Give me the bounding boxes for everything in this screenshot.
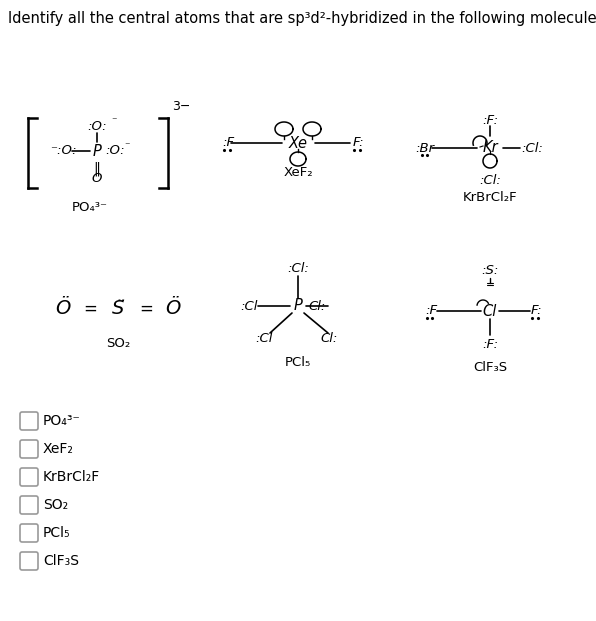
FancyBboxPatch shape (20, 496, 38, 514)
Text: ‖: ‖ (94, 161, 101, 176)
Text: Cl:: Cl: (308, 299, 325, 312)
Text: O: O (92, 173, 102, 186)
Text: :Cl: :Cl (255, 332, 272, 345)
Text: =: = (83, 300, 97, 318)
Text: :O:: :O: (105, 145, 125, 158)
Text: P: P (294, 299, 302, 314)
FancyBboxPatch shape (20, 412, 38, 430)
Text: :Cl:: :Cl: (287, 263, 309, 276)
Text: ⁻:O:: ⁻:O: (50, 145, 77, 158)
Text: PO₄³⁻: PO₄³⁻ (43, 414, 81, 428)
Text: :F:: :F: (482, 337, 498, 350)
Text: Ö: Ö (165, 299, 181, 319)
Text: ClF₃S: ClF₃S (473, 361, 507, 374)
Text: Cl:: Cl: (320, 332, 337, 345)
Text: :O:: :O: (87, 119, 107, 132)
Text: :Cl:: :Cl: (479, 175, 501, 188)
Text: S̈: S̈ (112, 299, 124, 319)
Text: =: = (139, 300, 153, 318)
Text: PCl₅: PCl₅ (285, 356, 311, 369)
Text: :F:: :F: (482, 114, 498, 127)
Text: P: P (92, 143, 101, 158)
Text: PCl₅: PCl₅ (43, 526, 70, 540)
Text: :F: :F (425, 304, 437, 317)
Text: SO₂: SO₂ (43, 498, 68, 512)
Text: ClF₃S: ClF₃S (43, 554, 79, 568)
Text: F:: F: (353, 137, 365, 150)
Text: XeF₂: XeF₂ (283, 166, 313, 179)
Text: Identify all the central atoms that are sp³d²-hybridized in the following molecu: Identify all the central atoms that are … (8, 11, 596, 26)
Text: :Cl:: :Cl: (521, 142, 543, 155)
Text: :Br: :Br (415, 142, 434, 155)
Text: ⁻: ⁻ (111, 116, 116, 126)
Text: 3−: 3− (172, 100, 190, 113)
FancyBboxPatch shape (20, 468, 38, 486)
Text: ⁻: ⁻ (124, 141, 129, 151)
FancyBboxPatch shape (20, 440, 38, 458)
Text: :S:: :S: (482, 265, 499, 278)
Text: Xe: Xe (288, 135, 308, 150)
Text: :F: :F (222, 137, 234, 150)
Text: XeF₂: XeF₂ (43, 442, 74, 456)
FancyBboxPatch shape (20, 524, 38, 542)
Text: Cl: Cl (483, 304, 497, 319)
Text: KrBrCl₂F: KrBrCl₂F (43, 470, 100, 484)
Text: F:: F: (531, 304, 542, 317)
Text: Kr: Kr (482, 140, 498, 155)
Text: :Cl: :Cl (240, 299, 257, 312)
Text: PO₄³⁻: PO₄³⁻ (72, 201, 108, 214)
Text: KrBrCl₂F: KrBrCl₂F (462, 191, 517, 204)
Text: Ö: Ö (55, 299, 71, 319)
FancyBboxPatch shape (20, 552, 38, 570)
Text: SO₂: SO₂ (106, 337, 130, 350)
